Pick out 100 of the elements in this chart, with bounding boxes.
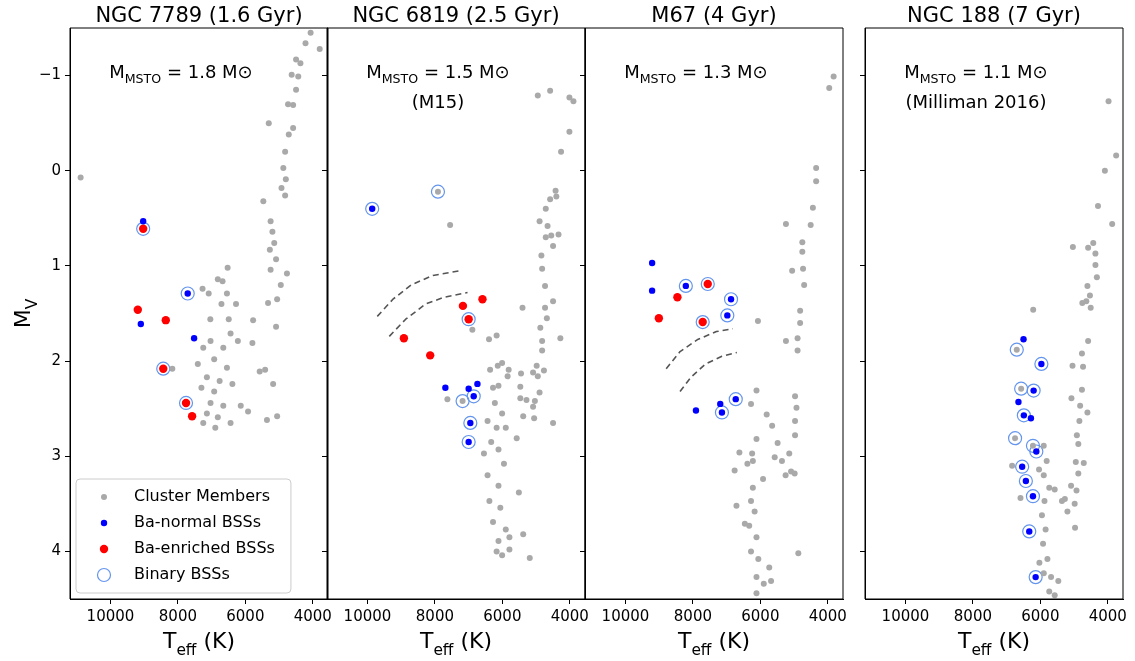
point (1009, 342, 1024, 357)
chart-title: NGC 7789 (1.6 Gyr) (95, 3, 303, 27)
point (771, 454, 778, 461)
point (190, 335, 198, 342)
point (399, 334, 409, 343)
y-tick-label: 4 (51, 541, 61, 560)
point (1028, 570, 1043, 585)
point (786, 450, 793, 457)
point (749, 450, 756, 457)
chart-title: M67 (4 Gyr) (651, 3, 777, 27)
point (794, 347, 801, 354)
point (728, 392, 743, 407)
annotation: (M15) (411, 91, 465, 112)
point (733, 502, 740, 509)
point (749, 484, 756, 491)
point (809, 204, 816, 211)
point (826, 84, 833, 91)
point (461, 434, 476, 450)
point (789, 267, 796, 274)
x-tick-label: 6000 (226, 606, 265, 625)
x-tick-label: 8000 (158, 606, 198, 625)
point (760, 580, 767, 587)
point (465, 385, 472, 392)
point (678, 278, 693, 293)
point (778, 458, 785, 465)
point (793, 404, 800, 411)
point (782, 472, 789, 479)
point (692, 407, 700, 414)
point (139, 217, 147, 225)
point (1027, 414, 1035, 422)
x-tick-label: 4000 (1088, 606, 1127, 625)
legend-label: Ba-enriched BSSs (134, 538, 275, 558)
point (763, 411, 770, 418)
point (1016, 408, 1031, 423)
point (673, 293, 682, 302)
point (1026, 383, 1041, 398)
point (813, 178, 820, 185)
x-tick-label: 10000 (881, 606, 930, 625)
point (792, 432, 799, 439)
y-tick-label: 2 (51, 350, 61, 369)
point (753, 534, 760, 541)
point (754, 318, 761, 325)
point (714, 405, 730, 420)
x-tick-label: 10000 (343, 606, 392, 625)
x-tick-label: 6000 (483, 606, 522, 625)
point (794, 335, 801, 342)
point (731, 467, 738, 474)
x-tick-label: 6000 (741, 606, 780, 625)
point (1014, 381, 1029, 396)
point (654, 314, 664, 323)
point (753, 387, 760, 394)
point (442, 384, 449, 391)
point (187, 412, 197, 421)
point (133, 305, 142, 314)
point (760, 476, 767, 483)
point (766, 564, 773, 571)
point (782, 338, 789, 345)
point (466, 389, 481, 404)
x-tick-label: 6000 (1021, 606, 1060, 625)
point (813, 164, 820, 171)
point (1015, 398, 1022, 406)
point (648, 287, 656, 294)
point (797, 307, 804, 314)
legend-label: Cluster Members (134, 486, 271, 506)
point (463, 415, 478, 431)
x-tick-label: 8000 (415, 606, 455, 625)
point (723, 292, 739, 307)
y-tick-label: 3 (51, 446, 61, 465)
point (768, 577, 775, 584)
y-tick-label: 1 (51, 255, 61, 274)
point (782, 221, 789, 228)
point (792, 393, 799, 400)
point (744, 460, 751, 467)
point (180, 286, 195, 301)
point (430, 184, 446, 199)
point (137, 320, 145, 328)
point (741, 520, 748, 527)
point (795, 550, 802, 557)
point (720, 308, 735, 323)
point (736, 449, 743, 456)
point (746, 522, 753, 529)
point (807, 222, 814, 228)
point (161, 315, 170, 325)
point (1018, 473, 1033, 489)
point (1020, 336, 1027, 343)
y-tick-label: 0 (51, 160, 61, 179)
x-tick-label: 10000 (601, 606, 650, 625)
point (458, 301, 468, 311)
point (755, 556, 762, 563)
point (1007, 431, 1023, 446)
point (797, 320, 804, 327)
point (748, 548, 755, 555)
point (749, 458, 756, 465)
point (753, 590, 760, 597)
x-tick-label: 10000 (86, 606, 135, 625)
x-tick-label: 8000 (953, 606, 993, 625)
point (774, 439, 781, 446)
point (1015, 459, 1030, 474)
x-tick-label: 4000 (550, 606, 589, 625)
point (753, 574, 760, 581)
